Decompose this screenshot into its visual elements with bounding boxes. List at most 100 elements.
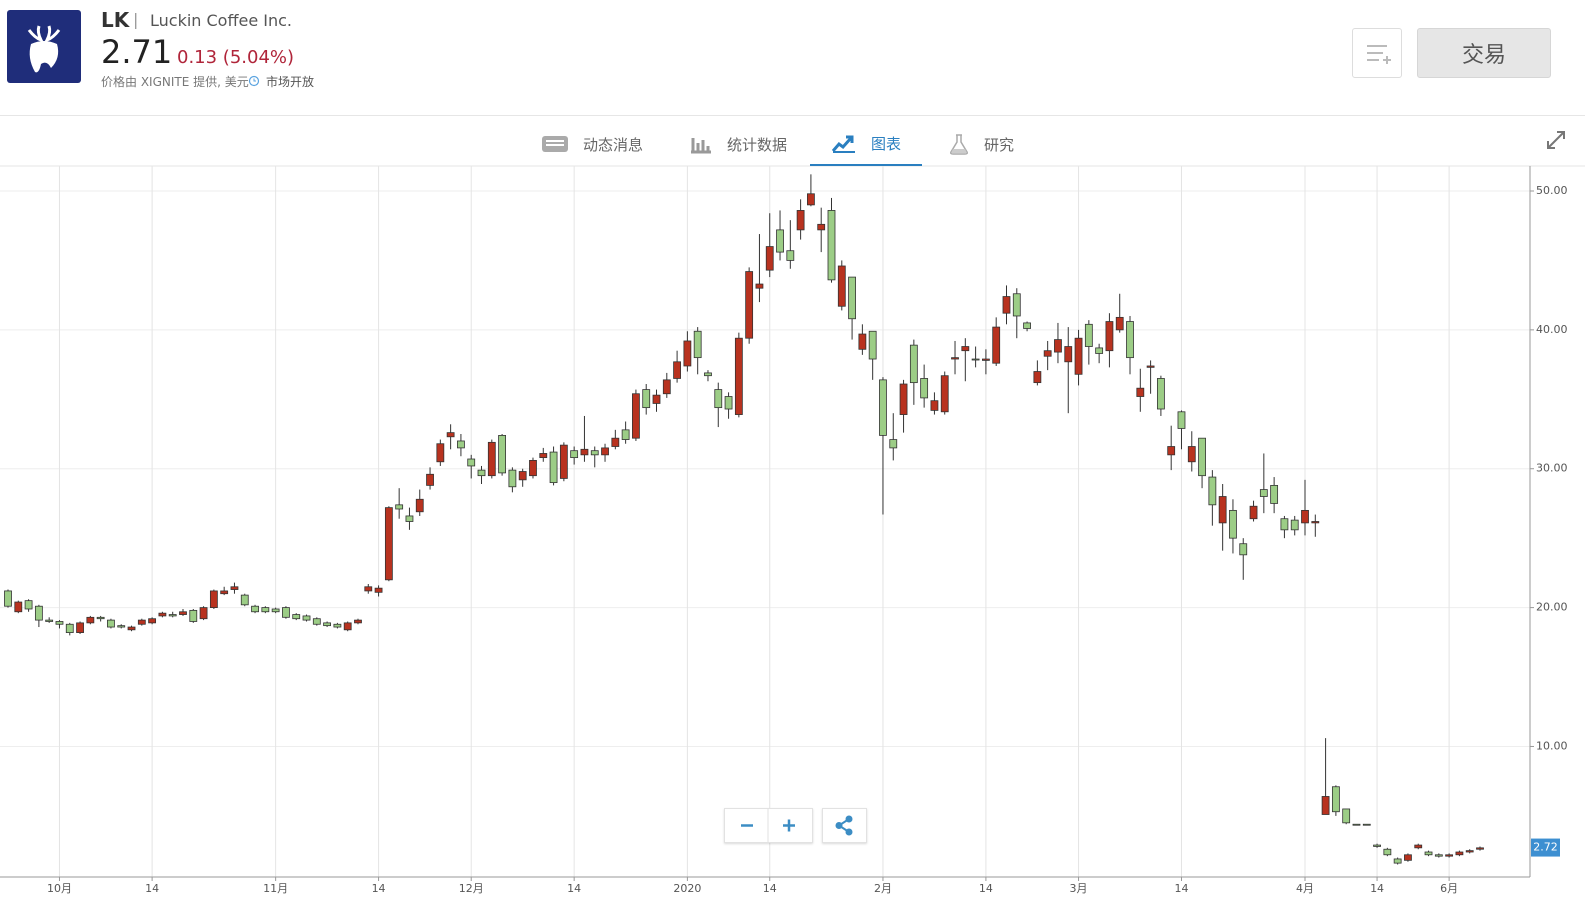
candle	[1311, 514, 1320, 537]
candle-body	[179, 611, 187, 615]
candle	[220, 586, 229, 596]
candle-body	[827, 210, 836, 281]
tab-news[interactable]: 动态消息	[541, 122, 643, 166]
x-tick-label: 14	[1370, 882, 1384, 895]
candle-body	[168, 614, 177, 617]
candle-body	[786, 250, 795, 261]
x-tick-label: 4月	[1296, 882, 1314, 895]
candle-body	[137, 619, 146, 625]
candle	[436, 439, 445, 466]
candle-body	[518, 471, 527, 481]
candle-body	[343, 622, 352, 631]
candle-body	[96, 616, 105, 620]
candle	[714, 382, 723, 428]
tab-chart[interactable]: 图表	[810, 122, 922, 166]
candle-body	[807, 193, 815, 206]
share-button[interactable]	[822, 808, 867, 843]
candle-body	[1229, 509, 1237, 539]
candle	[601, 443, 609, 462]
watchlist-icon	[1367, 45, 1391, 64]
tab-research[interactable]: 研究	[948, 122, 1014, 166]
candle-body	[1136, 387, 1145, 397]
candle	[879, 377, 887, 515]
candle	[1455, 850, 1464, 857]
candle	[1301, 479, 1309, 536]
candle	[982, 349, 990, 375]
candle	[282, 606, 290, 619]
candle	[1424, 850, 1433, 857]
tab-label: 动态消息	[583, 135, 644, 154]
x-tick-label: 14	[763, 882, 777, 895]
candle	[96, 615, 105, 622]
last-price-label: 2.72	[1533, 841, 1558, 854]
candle-body	[693, 330, 702, 359]
candle-body	[776, 229, 784, 253]
candle-body	[529, 459, 537, 477]
candle-body	[251, 605, 259, 613]
candle-body	[4, 590, 12, 607]
candle	[251, 604, 259, 614]
candle	[1373, 843, 1381, 848]
candle-body	[745, 271, 754, 339]
expand-icon[interactable]	[1545, 129, 1567, 151]
candle	[1002, 285, 1011, 325]
candle	[405, 507, 414, 530]
candle-body	[1476, 847, 1484, 850]
candle-body	[1043, 350, 1052, 357]
candle	[477, 465, 486, 485]
clock-icon	[248, 75, 260, 87]
trade-button[interactable]: 交易	[1417, 28, 1551, 78]
candle	[693, 327, 702, 375]
candle-body	[1126, 321, 1134, 359]
candle	[951, 340, 959, 375]
watchlist-button[interactable]	[1352, 28, 1402, 78]
candle-body	[127, 626, 136, 631]
company-name: Luckin Coffee Inc.	[150, 11, 293, 30]
candle	[621, 421, 630, 444]
candle	[889, 413, 898, 461]
candle-body	[1465, 850, 1474, 853]
candle-body	[539, 453, 548, 459]
candle-body	[1023, 322, 1031, 329]
candle	[498, 434, 506, 476]
candle	[673, 350, 681, 383]
candle-body	[1239, 543, 1248, 556]
candle-body	[282, 607, 290, 618]
candle-body	[1198, 437, 1206, 477]
candle-body	[477, 469, 486, 477]
candle	[909, 339, 918, 405]
candle	[971, 346, 980, 368]
candle-body	[415, 498, 424, 513]
candle	[827, 197, 836, 283]
chart-icon	[831, 135, 855, 153]
candle-body	[24, 600, 33, 610]
candle-body	[457, 440, 465, 449]
candle	[148, 617, 157, 625]
candle-body	[498, 435, 506, 474]
candle-body	[1259, 489, 1268, 497]
candle	[508, 467, 517, 493]
candle	[302, 614, 311, 622]
zoom-in[interactable]	[783, 819, 795, 832]
candle-body	[14, 601, 23, 613]
candle-body	[632, 393, 640, 439]
candle-body	[426, 473, 434, 486]
ticker: LK	[101, 8, 130, 32]
candle	[724, 392, 733, 419]
candle	[117, 624, 126, 629]
separator: |	[133, 10, 139, 29]
candle-body	[1342, 808, 1351, 824]
x-tick-label: 14	[372, 882, 386, 895]
candle-body	[858, 333, 867, 350]
candle	[65, 622, 74, 636]
candle-body	[446, 432, 455, 438]
candle-body	[508, 469, 517, 488]
x-tick-label: 2020	[673, 882, 701, 895]
candle	[1105, 313, 1114, 368]
y-tick-label: 20.00	[1536, 601, 1568, 614]
tab-stats[interactable]: 统计数据	[689, 122, 787, 166]
candle-body	[312, 618, 321, 625]
logo	[7, 10, 81, 83]
candle	[1054, 322, 1062, 364]
candle	[1404, 853, 1412, 862]
